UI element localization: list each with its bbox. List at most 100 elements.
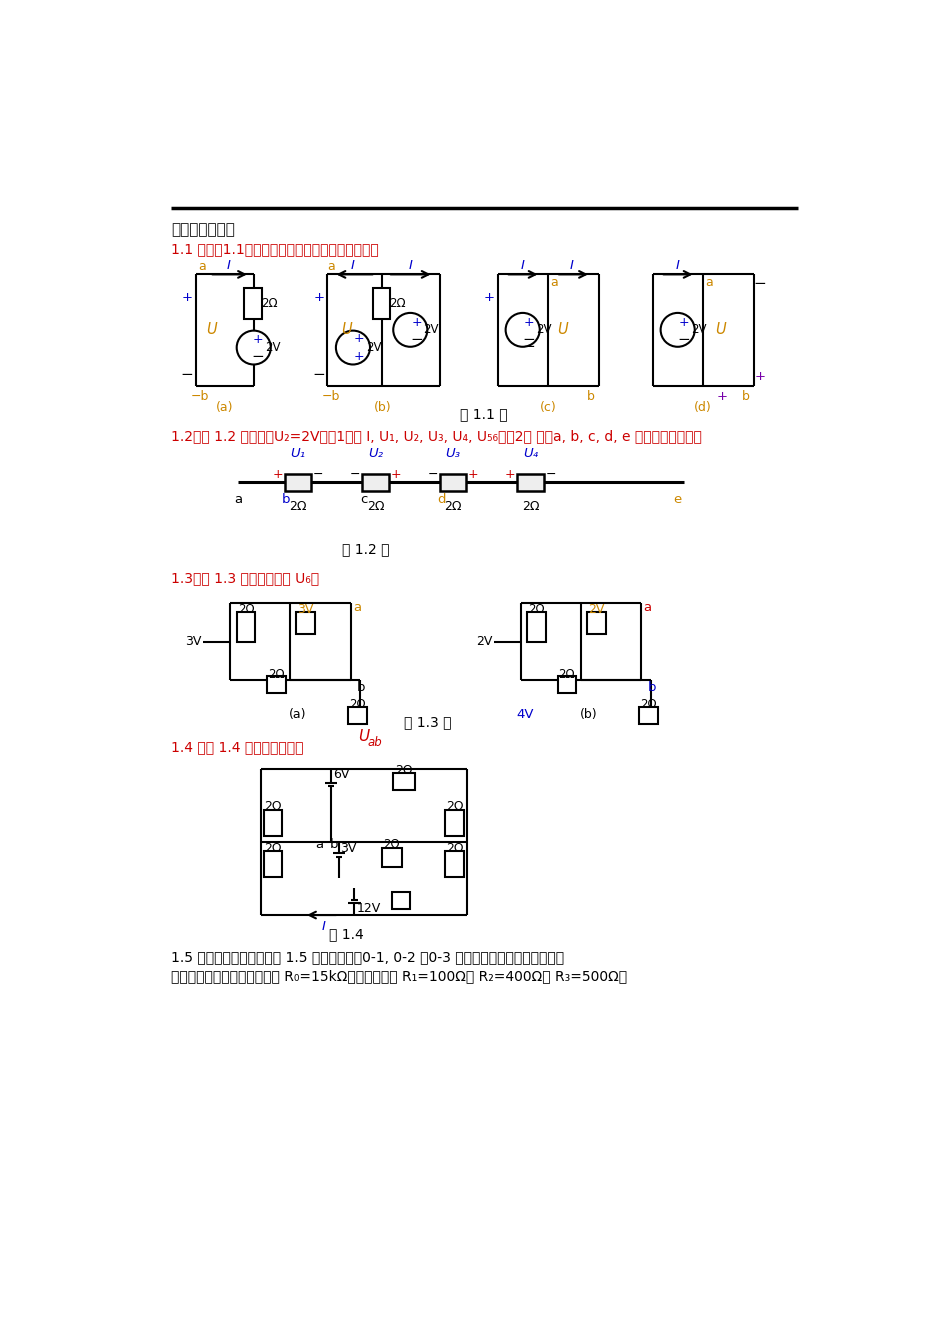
Bar bbox=[445, 809, 464, 836]
Bar bbox=[381, 848, 401, 866]
Text: U: U bbox=[715, 322, 725, 337]
Text: −: − bbox=[427, 468, 438, 481]
Circle shape bbox=[393, 313, 427, 346]
Text: ab: ab bbox=[367, 737, 382, 750]
Text: +: + bbox=[467, 468, 478, 481]
Text: −: − bbox=[677, 332, 689, 346]
Text: 2Ω: 2Ω bbox=[395, 763, 413, 777]
Text: −: − bbox=[180, 366, 194, 382]
Text: −: − bbox=[522, 332, 534, 346]
Circle shape bbox=[505, 313, 539, 346]
Text: I: I bbox=[350, 258, 355, 271]
Bar bbox=[391, 892, 410, 909]
Text: +: + bbox=[181, 291, 193, 303]
Text: +: + bbox=[411, 316, 421, 329]
Text: (b): (b) bbox=[579, 709, 597, 722]
Text: I: I bbox=[569, 258, 573, 271]
Text: b: b bbox=[281, 493, 290, 505]
Text: d: d bbox=[436, 493, 445, 505]
Text: 2Ω: 2Ω bbox=[264, 800, 281, 813]
Text: (c): (c) bbox=[539, 401, 556, 414]
Bar bbox=[236, 612, 255, 642]
Text: U: U bbox=[556, 322, 567, 337]
Circle shape bbox=[335, 330, 370, 365]
Text: −: − bbox=[251, 349, 263, 364]
Text: a: a bbox=[315, 838, 324, 852]
Text: (b): (b) bbox=[374, 401, 392, 414]
Text: 2Ω: 2Ω bbox=[558, 667, 575, 681]
Text: a: a bbox=[234, 493, 242, 505]
Bar bbox=[393, 773, 414, 790]
Text: −: − bbox=[545, 468, 555, 481]
Text: 3V: 3V bbox=[297, 603, 313, 616]
Text: 2V: 2V bbox=[265, 341, 280, 354]
Text: e: e bbox=[673, 493, 681, 505]
Text: 3V: 3V bbox=[185, 635, 201, 648]
Bar bbox=[638, 707, 657, 725]
Bar bbox=[445, 852, 464, 877]
Text: 2Ω: 2Ω bbox=[528, 603, 545, 616]
Text: 题 1.4: 题 1.4 bbox=[329, 928, 363, 941]
Text: U: U bbox=[358, 729, 369, 745]
Text: +: + bbox=[313, 291, 324, 303]
Text: +: + bbox=[523, 316, 533, 329]
Bar bbox=[557, 677, 576, 694]
Text: +: + bbox=[483, 291, 495, 303]
Bar bbox=[348, 707, 366, 725]
Text: 2V: 2V bbox=[535, 324, 550, 337]
Text: a: a bbox=[352, 600, 361, 614]
Bar bbox=[586, 612, 605, 634]
Text: 6V: 6V bbox=[333, 769, 349, 781]
Text: U₁: U₁ bbox=[290, 447, 305, 460]
Text: (d): (d) bbox=[694, 401, 712, 414]
Text: 题 1.2 图: 题 1.2 图 bbox=[342, 543, 390, 556]
Text: 4V: 4V bbox=[515, 709, 533, 722]
Text: 2Ω: 2Ω bbox=[389, 297, 406, 310]
Text: U₄: U₄ bbox=[522, 447, 537, 460]
Text: 2V: 2V bbox=[365, 341, 381, 354]
Text: 3V: 3V bbox=[340, 841, 357, 854]
Text: +: + bbox=[272, 468, 283, 481]
Text: a: a bbox=[197, 261, 206, 273]
Text: 2Ω: 2Ω bbox=[383, 838, 399, 852]
Text: I: I bbox=[520, 258, 524, 271]
Text: 1.3在题 1.3 图所示电路中 U₆。: 1.3在题 1.3 图所示电路中 U₆。 bbox=[171, 571, 319, 584]
Bar bbox=[263, 852, 282, 877]
Text: 第一章习题答案: 第一章习题答案 bbox=[171, 222, 234, 237]
Text: 2V: 2V bbox=[690, 324, 705, 337]
Text: b: b bbox=[586, 389, 594, 402]
Text: U: U bbox=[341, 322, 352, 337]
Text: 2Ω: 2Ω bbox=[366, 500, 384, 513]
Text: 2Ω: 2Ω bbox=[446, 800, 463, 813]
Text: −: − bbox=[349, 468, 361, 481]
Text: (a): (a) bbox=[289, 709, 307, 722]
Text: 1.1 写出题1.1图中有源支路的电压，电流关系式。: 1.1 写出题1.1图中有源支路的电压，电流关系式。 bbox=[171, 242, 379, 255]
Text: I: I bbox=[675, 258, 679, 271]
Text: b: b bbox=[329, 838, 337, 852]
Text: 2Ω: 2Ω bbox=[639, 698, 656, 711]
Text: −: − bbox=[410, 332, 422, 346]
Text: 2V: 2V bbox=[423, 324, 439, 337]
Bar bbox=[362, 473, 388, 491]
Text: 2V: 2V bbox=[587, 603, 604, 616]
Text: 2Ω: 2Ω bbox=[521, 500, 539, 513]
Text: −: − bbox=[312, 366, 325, 382]
Text: I: I bbox=[408, 258, 412, 271]
Circle shape bbox=[236, 330, 271, 365]
Circle shape bbox=[660, 313, 694, 346]
Text: U₂: U₂ bbox=[367, 447, 382, 460]
Text: +: + bbox=[353, 332, 364, 345]
Text: 题 1.3 图: 题 1.3 图 bbox=[404, 715, 451, 730]
Bar bbox=[516, 473, 543, 491]
Text: 2V: 2V bbox=[475, 635, 492, 648]
Text: 2Ω: 2Ω bbox=[264, 841, 281, 854]
Text: 2Ω: 2Ω bbox=[444, 500, 462, 513]
Text: −b: −b bbox=[190, 389, 209, 402]
Text: a: a bbox=[643, 600, 650, 614]
Bar bbox=[439, 473, 465, 491]
Text: +: + bbox=[390, 468, 400, 481]
Text: 2Ω: 2Ω bbox=[446, 841, 463, 854]
Bar bbox=[373, 289, 390, 320]
Text: +: + bbox=[252, 333, 262, 346]
Text: 电流表阱，已知表头等效电阱 R₀=15kΩ，各分流电阱 R₁=100Ω， R₂=400Ω， R₃=500Ω。: 电流表阱，已知表头等效电阱 R₀=15kΩ，各分流电阱 R₁=100Ω， R₂=… bbox=[171, 969, 626, 984]
